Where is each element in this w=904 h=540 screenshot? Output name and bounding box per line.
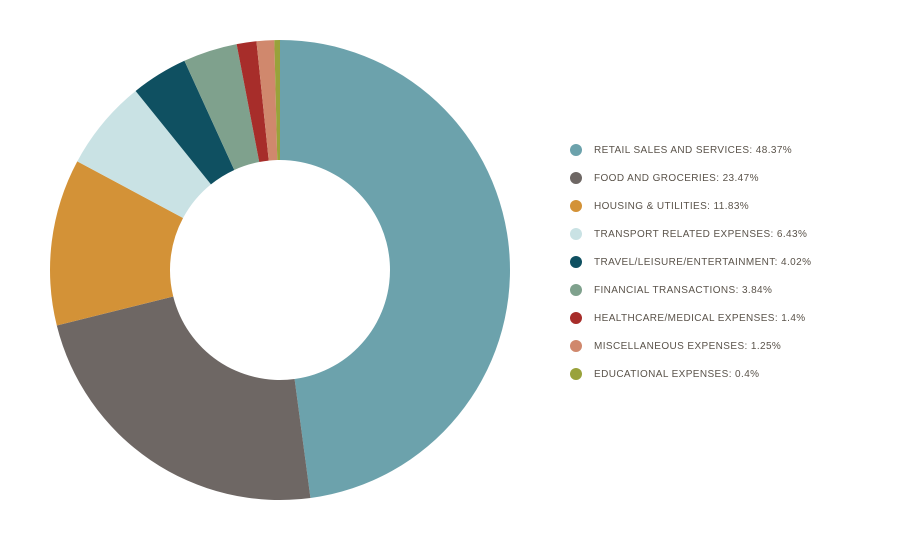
- legend-swatch: [570, 284, 582, 296]
- legend-label: FINANCIAL TRANSACTIONS: 3.84%: [594, 285, 772, 296]
- legend-item: MISCELLANEOUS EXPENSES: 1.25%: [570, 340, 884, 352]
- legend-label: MISCELLANEOUS EXPENSES: 1.25%: [594, 341, 781, 352]
- legend-swatch: [570, 144, 582, 156]
- legend-label: TRANSPORT RELATED EXPENSES: 6.43%: [594, 229, 807, 240]
- legend-swatch: [570, 368, 582, 380]
- legend-swatch: [570, 340, 582, 352]
- legend-item: FINANCIAL TRANSACTIONS: 3.84%: [570, 284, 884, 296]
- legend-item: RETAIL SALES AND SERVICES: 48.37%: [570, 144, 884, 156]
- legend-item: EDUCATIONAL EXPENSES: 0.4%: [570, 368, 884, 380]
- legend-item: HEALTHCARE/MEDICAL EXPENSES: 1.4%: [570, 312, 884, 324]
- legend-label: HEALTHCARE/MEDICAL EXPENSES: 1.4%: [594, 313, 806, 324]
- legend-swatch: [570, 228, 582, 240]
- legend-swatch: [570, 256, 582, 268]
- donut-slice: [57, 297, 311, 500]
- legend-item: TRAVEL/LEISURE/ENTERTAINMENT: 4.02%: [570, 256, 884, 268]
- legend: RETAIL SALES AND SERVICES: 48.37% FOOD AN…: [560, 144, 904, 396]
- legend-swatch: [570, 172, 582, 184]
- donut-slice: [280, 40, 510, 498]
- donut-chart: [0, 0, 560, 540]
- legend-item: FOOD AND GROCERIES: 23.47%: [570, 172, 884, 184]
- legend-swatch: [570, 200, 582, 212]
- legend-swatch: [570, 312, 582, 324]
- legend-label: FOOD AND GROCERIES: 23.47%: [594, 173, 759, 184]
- legend-label: TRAVEL/LEISURE/ENTERTAINMENT: 4.02%: [594, 257, 811, 268]
- legend-item: HOUSING & UTILITIES: 11.83%: [570, 200, 884, 212]
- donut-svg: [0, 0, 560, 540]
- legend-label: RETAIL SALES AND SERVICES: 48.37%: [594, 145, 792, 156]
- chart-container: RETAIL SALES AND SERVICES: 48.37% FOOD AN…: [0, 0, 904, 540]
- legend-label: HOUSING & UTILITIES: 11.83%: [594, 201, 749, 212]
- legend-label: EDUCATIONAL EXPENSES: 0.4%: [594, 369, 759, 380]
- legend-item: TRANSPORT RELATED EXPENSES: 6.43%: [570, 228, 884, 240]
